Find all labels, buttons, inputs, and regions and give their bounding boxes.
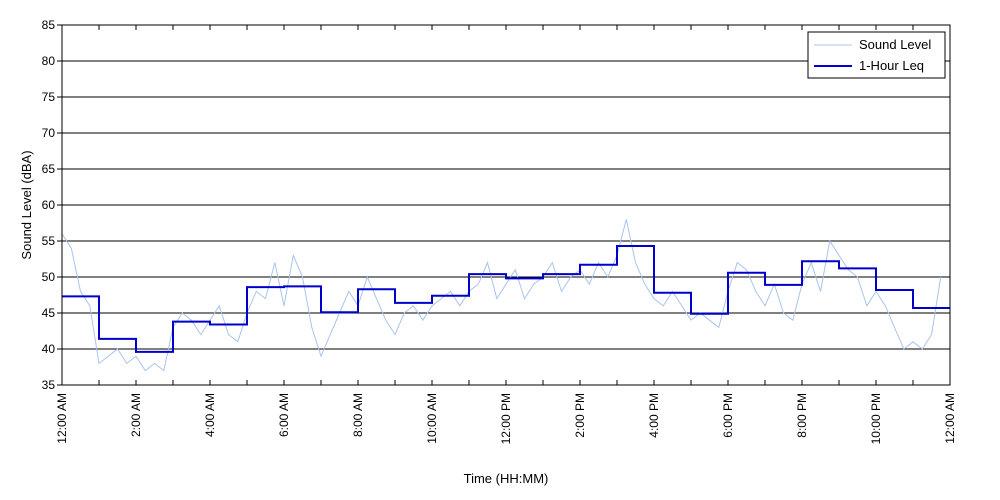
x-axis-ticks: 12:00 AM 2:00 AM 4:00 AM 6:00 AM 8:00 AM 10:0… <box>55 25 957 444</box>
x-tick-label: 12:00 PM <box>499 393 513 444</box>
leq-step-line <box>62 245 950 353</box>
x-tick-label: 12:00 AM <box>55 393 69 444</box>
x-tick-label: 4:00 AM <box>203 393 217 437</box>
y-axis-ticks: 35 40 45 50 55 60 65 70 75 80 85 <box>42 18 62 392</box>
x-tick-label: 4:00 PM <box>647 393 661 438</box>
y-tick-label: 70 <box>42 126 56 140</box>
x-tick-label: 12:00 AM <box>943 393 957 444</box>
legend-box <box>807 31 946 79</box>
x-tick-label: 10:00 PM <box>869 393 883 444</box>
y-axis-title: Sound Level (dBA) <box>19 150 34 259</box>
x-tick-label: 8:00 AM <box>351 393 365 437</box>
x-tick-label: 8:00 PM <box>795 393 809 438</box>
x-tick-label: 2:00 PM <box>573 393 587 438</box>
y-tick-label: 85 <box>42 18 56 32</box>
x-tick-label: 10:00 AM <box>425 393 439 444</box>
y-tick-label: 80 <box>42 54 56 68</box>
legend-label-sound-level: Sound Level <box>859 37 931 52</box>
y-tick-label: 35 <box>42 378 56 392</box>
x-axis-title: Time (HH:MM) <box>464 471 549 486</box>
leq-series <box>62 245 950 353</box>
plot-frame <box>61 24 951 386</box>
y-tick-label: 45 <box>42 306 56 320</box>
y-tick-label: 65 <box>42 162 56 176</box>
legend-label-leq: 1-Hour Leq <box>859 58 924 73</box>
y-tick-label: 40 <box>42 342 56 356</box>
x-tick-label: 2:00 AM <box>129 393 143 437</box>
x-tick-label: 6:00 PM <box>721 393 735 438</box>
y-tick-label: 75 <box>42 90 56 104</box>
y-tick-label: 50 <box>42 270 56 284</box>
legend: Sound Level 1-Hour Leq <box>807 31 946 79</box>
y-tick-label: 55 <box>42 234 56 248</box>
x-tick-label: 6:00 AM <box>277 393 291 437</box>
y-tick-label: 60 <box>42 198 56 212</box>
